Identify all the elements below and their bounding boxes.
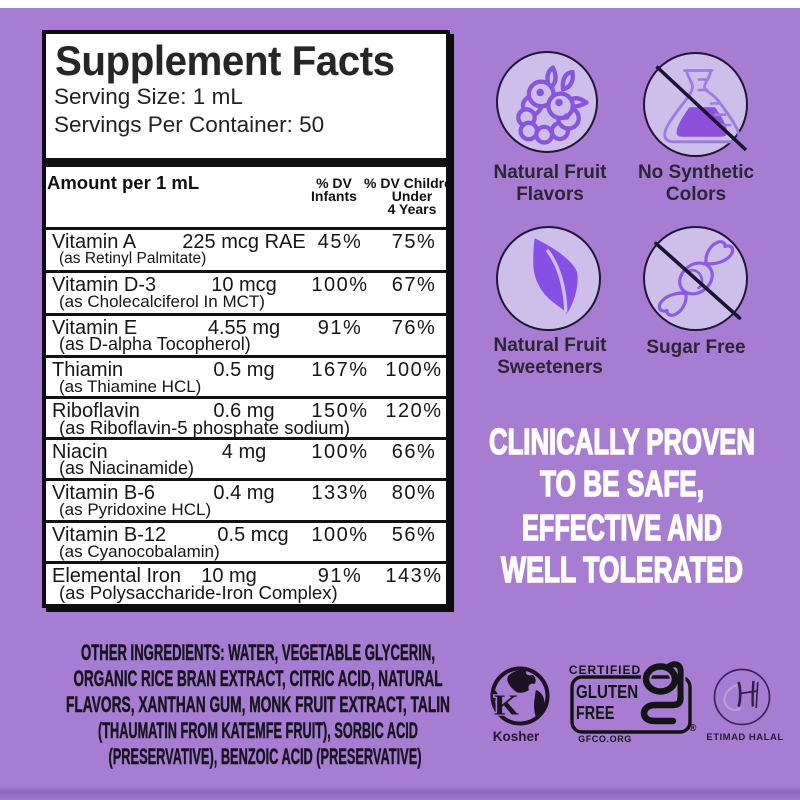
svg-text:®: ® (689, 723, 697, 734)
svg-text:K: K (494, 689, 520, 721)
